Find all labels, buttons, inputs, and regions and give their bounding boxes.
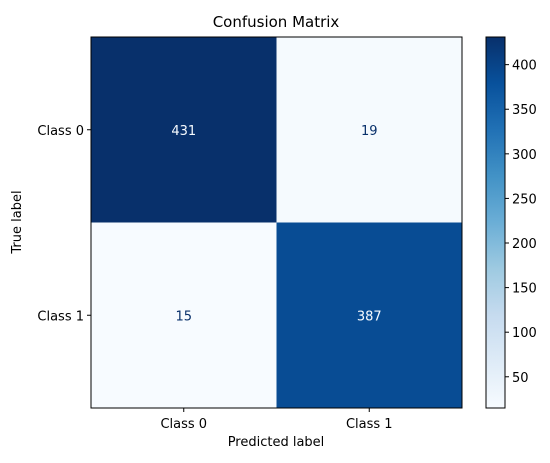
heatmap-cell xyxy=(276,37,462,223)
heatmap-cell xyxy=(91,222,277,408)
cell-value-label: 19 xyxy=(361,124,378,139)
plot-frame xyxy=(90,36,463,409)
cell-value-label: 387 xyxy=(357,309,382,324)
y-tick-label: Class 1 xyxy=(37,309,84,324)
x-tick-label: Class 1 xyxy=(346,417,393,432)
colorbar-ticks: 50 100 150 200 250 300 350 400 xyxy=(505,59,537,386)
heatmap-cells: 431 19 15 387 xyxy=(91,37,462,408)
y-axis-ticks: Class 0 Class 1 xyxy=(37,124,91,324)
chart-title: Confusion Matrix xyxy=(213,13,340,31)
colorbar-tick-label: 350 xyxy=(512,103,537,118)
y-tick-label: Class 0 xyxy=(37,124,84,139)
cell-value-label: 431 xyxy=(171,124,196,139)
colorbar-tick-label: 200 xyxy=(512,237,537,252)
x-axis-label: Predicted label xyxy=(228,435,325,450)
colorbar-tick-label: 300 xyxy=(512,148,537,163)
x-tick-label: Class 0 xyxy=(160,417,207,432)
colorbar-tick-label: 250 xyxy=(512,192,537,207)
cell-value-label: 15 xyxy=(175,309,192,324)
x-axis-ticks: Class 0 Class 1 xyxy=(160,408,393,432)
y-axis-label: True label xyxy=(10,190,25,254)
heatmap-cell xyxy=(91,37,277,223)
colorbar xyxy=(485,36,506,409)
colorbar-tick-label: 400 xyxy=(512,59,537,74)
colorbar-tick-label: 50 xyxy=(512,371,529,386)
colorbar-tick-label: 100 xyxy=(512,326,537,341)
colorbar-tick-label: 150 xyxy=(512,282,537,297)
heatmap-cell xyxy=(276,222,462,408)
